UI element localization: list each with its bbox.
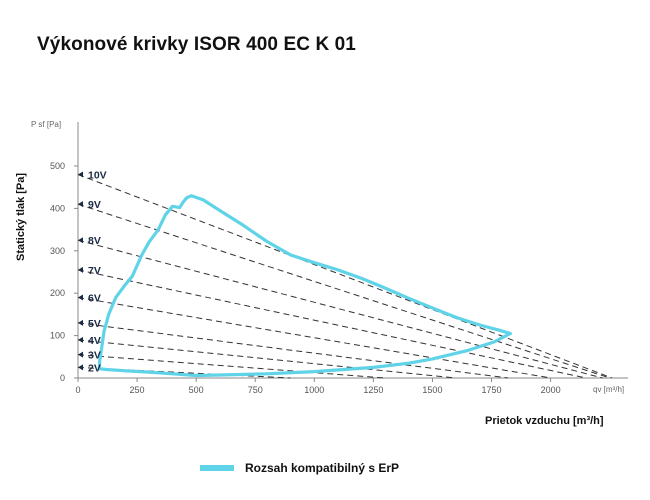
voltage-curve-7v (77, 269, 587, 379)
voltage-label-3v: 3V (88, 350, 101, 362)
legend-swatch (200, 465, 234, 471)
voltage-label-7v: 7V (88, 265, 101, 277)
x-tick-label: 500 (189, 385, 204, 395)
x-tick-label: 0 (75, 385, 80, 395)
voltage-curve-6v (77, 296, 551, 379)
voltage-marker-5v (78, 319, 83, 326)
voltage-label-8v: 8V (88, 235, 101, 247)
chart-title: Výkonové krivky ISOR 400 EC K 01 (37, 34, 356, 55)
voltage-label-4v: 4V (88, 335, 101, 347)
x-tick-label: 1750 (482, 385, 502, 395)
voltage-curve-4v (77, 339, 457, 379)
chart-plot: 0 100 200 300 400 500 0 250 500 750 1000 1250 1500 17… (15, 120, 628, 427)
y-axis-title: Statický tlak [Pa] (15, 173, 27, 261)
y-tick-label: 300 (50, 246, 65, 256)
voltage-marker-8v (78, 237, 83, 244)
voltage-marker-2v (78, 364, 83, 371)
y-tick-label: 0 (60, 373, 65, 383)
x-tick-label: 1250 (363, 385, 383, 395)
voltage-marker-9v (78, 201, 83, 208)
voltage-curve-3v (77, 354, 386, 379)
voltage-label-6v: 6V (88, 292, 101, 304)
x-tick-label: 250 (130, 385, 145, 395)
x-axis-unit: qv [m³/h] (593, 385, 624, 394)
voltage-curve-5v (77, 322, 509, 379)
voltage-label-9v: 9V (88, 199, 101, 211)
voltage-marker-3v (78, 351, 83, 358)
erp-range-curve (97, 194, 512, 378)
voltage-marker-7v (78, 266, 83, 273)
y-axis-unit: P sf [Pa] (31, 120, 61, 129)
voltage-label-2v: 2V (88, 362, 101, 374)
voltage-label-10v: 10V (88, 169, 107, 181)
voltage-marker-6v (78, 294, 83, 301)
x-tick-label: 2000 (541, 385, 561, 395)
y-tick-label: 400 (50, 203, 65, 213)
legend: Rozsah kompatibilný s ErP (200, 461, 399, 475)
x-tick-label: 1000 (304, 385, 324, 395)
y-tick-label: 200 (50, 288, 65, 298)
x-tick-label: 1500 (422, 385, 442, 395)
voltage-label-5v: 5V (88, 318, 101, 330)
voltage-marker-4v (78, 336, 83, 343)
x-tick-label: 750 (248, 385, 263, 395)
x-axis-title: Prietok vzduchu [m³/h] (485, 415, 604, 427)
voltage-curve-9v (77, 203, 610, 379)
voltage-marker-10v (78, 171, 83, 178)
y-tick-label: 500 (50, 161, 65, 171)
voltage-curve-8v (77, 239, 603, 379)
voltage-curve-10v (77, 174, 613, 379)
legend-label: Rozsah kompatibilný s ErP (245, 461, 400, 475)
y-tick-label: 100 (50, 331, 65, 341)
